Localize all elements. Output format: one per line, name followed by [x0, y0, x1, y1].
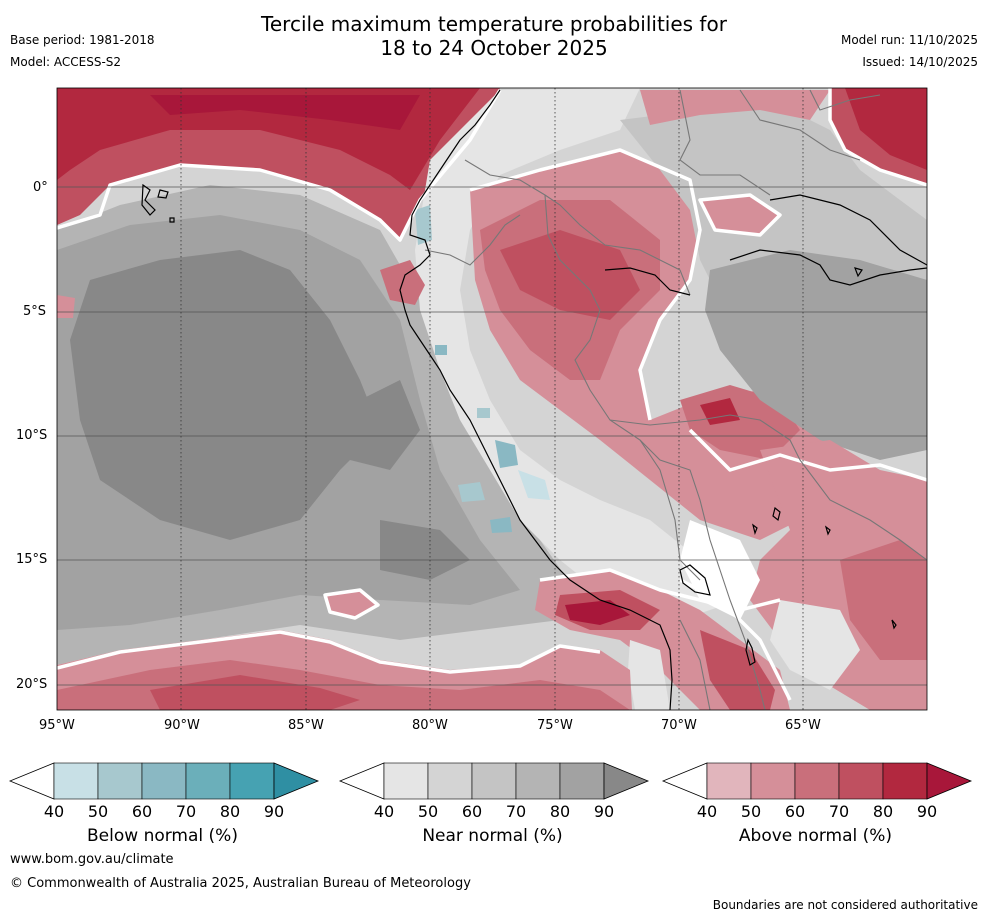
footer-copyright: © Commonwealth of Australia 2025, Austra…	[10, 876, 471, 891]
colorbar-segment	[185, 762, 231, 800]
colorbar-extend-high	[603, 762, 650, 800]
map-frame	[56, 87, 928, 711]
title-line-2: 18 to 24 October 2025	[380, 36, 608, 60]
lon-label-90w: 90°W	[164, 718, 200, 733]
lon-label-75w: 75°W	[537, 718, 573, 733]
issued-date: Issued: 14/10/2025	[862, 55, 978, 69]
lat-label-15s: 15°S	[16, 552, 48, 567]
lon-label-70w: 70°W	[661, 718, 697, 733]
colorbar-tick-label: 40	[44, 802, 64, 821]
colorbar-segment	[229, 762, 275, 800]
colorbar-segment	[750, 762, 796, 800]
meta-right: Model run: 11/10/2025 Issued: 14/10/2025	[841, 29, 978, 73]
colorbar-below-normal: 40 50 60 70 80 90	[8, 762, 320, 821]
lon-label-95w: 95°W	[39, 718, 75, 733]
colorbar-tick-label: 90	[917, 802, 937, 821]
colorbar-label-below: Below normal (%)	[87, 826, 238, 846]
colorbar-tick-label: 70	[506, 802, 526, 821]
colorbar-segment	[706, 762, 752, 800]
lat-label-0: 0°	[33, 180, 48, 195]
lat-label-10s: 10°S	[16, 428, 48, 443]
model-name: Model: ACCESS-S2	[10, 55, 122, 69]
colorbar-tick-label: 80	[550, 802, 570, 821]
colorbar-tick-label: 60	[462, 802, 482, 821]
colorbar-tick-label: 50	[88, 802, 108, 821]
colorbar-segment	[383, 762, 429, 800]
colorbar-segment	[838, 762, 884, 800]
colorbar-tick-label: 60	[785, 802, 805, 821]
lat-label-20s: 20°S	[16, 677, 48, 692]
colorbar-tick-label: 50	[418, 802, 438, 821]
colorbar-extend-low	[661, 762, 708, 800]
colorbar-extend-low	[8, 762, 55, 800]
colorbar-tick-label: 90	[594, 802, 614, 821]
meta-left: Base period: 1981-2018 Model: ACCESS-S2	[10, 29, 155, 73]
colorbar-segment	[97, 762, 143, 800]
footer-disclaimer: Boundaries are not considered authoritat…	[712, 898, 978, 912]
colorbar-label-near: Near normal (%)	[422, 826, 563, 846]
colorbar-tick-label: 90	[264, 802, 284, 821]
colorbar-segment	[794, 762, 840, 800]
footer-url: www.bom.gov.au/climate	[10, 852, 174, 867]
colorbar-tick-label: 40	[697, 802, 717, 821]
colorbar-tick-label: 80	[220, 802, 240, 821]
probability-field	[57, 88, 927, 710]
latitude-gridlines	[57, 186, 927, 686]
colorbar-segment	[141, 762, 187, 800]
colorbar-above-normal: 40 50 60 70 80 90	[661, 762, 973, 821]
colorbar-tick-label: 70	[176, 802, 196, 821]
colorbar-tick-label: 80	[873, 802, 893, 821]
colorbar-tick-label: 60	[132, 802, 152, 821]
map-title: Tercile maximum temperature probabilitie…	[0, 12, 988, 60]
colorbar-segment	[471, 762, 517, 800]
colorbar-tick-label: 50	[741, 802, 761, 821]
country-borders	[424, 89, 927, 710]
colorbar-extend-low	[338, 762, 385, 800]
lon-label-80w: 80°W	[412, 718, 448, 733]
colorbar-label-above: Above normal (%)	[738, 826, 893, 846]
colorbar-segment	[53, 762, 99, 800]
colorbar-segment	[559, 762, 605, 800]
colorbar-segment	[882, 762, 928, 800]
colorbar-segment	[427, 762, 473, 800]
colorbar-tick-label: 40	[374, 802, 394, 821]
coastlines	[141, 89, 927, 710]
title-line-1: Tercile maximum temperature probabilitie…	[261, 12, 727, 36]
colorbar-segment	[515, 762, 561, 800]
colorbar-tick-label: 70	[829, 802, 849, 821]
colorbar-near-normal: 40 50 60 70 80 90	[338, 762, 650, 821]
lon-label-65w: 65°W	[785, 718, 821, 733]
lat-label-5s: 5°S	[23, 304, 47, 319]
legend-colorbars: 40 50 60 70 80 90 40 50 60 70 80 90 40 50 60 70 80 90	[8, 762, 973, 821]
colorbar-extend-high	[273, 762, 320, 800]
colorbar-extend-high	[926, 762, 973, 800]
lon-label-85w: 85°W	[288, 718, 324, 733]
base-period: Base period: 1981-2018	[10, 33, 155, 47]
model-run: Model run: 11/10/2025	[840, 33, 978, 47]
